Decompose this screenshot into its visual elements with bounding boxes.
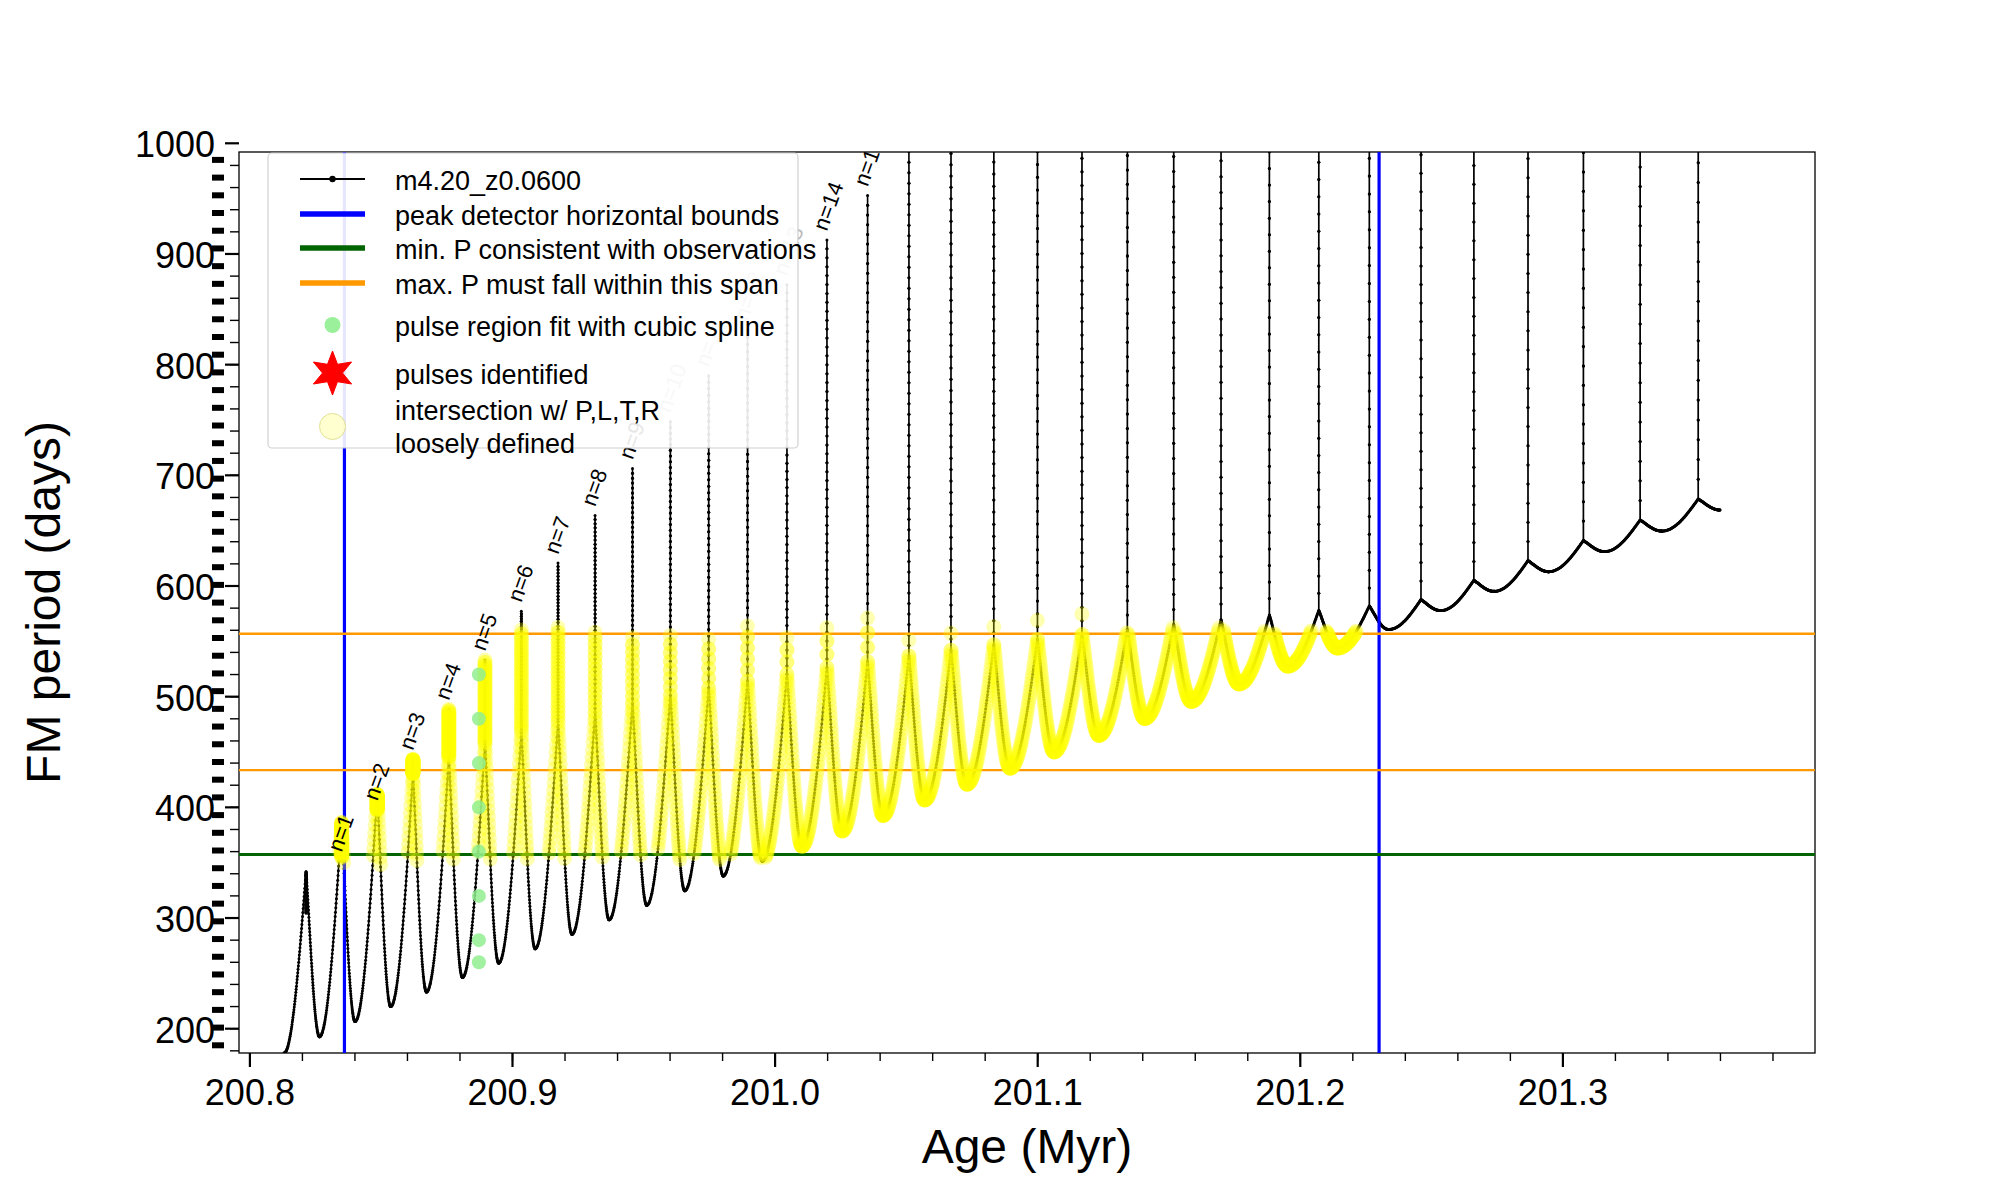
- svg-text:200.8: 200.8: [205, 1072, 295, 1113]
- svg-text:max. P must fall within this s: max. P must fall within this span: [395, 270, 779, 300]
- svg-text:400: 400: [155, 788, 215, 829]
- svg-text:Age (Myr): Age (Myr): [922, 1120, 1133, 1173]
- svg-text:800: 800: [155, 346, 215, 387]
- svg-text:500: 500: [155, 678, 215, 719]
- svg-text:loosely defined: loosely defined: [395, 429, 575, 459]
- svg-text:300: 300: [155, 899, 215, 940]
- svg-text:1000: 1000: [135, 124, 215, 165]
- svg-text:201.0: 201.0: [730, 1072, 820, 1113]
- svg-text:m4.20_z0.0600: m4.20_z0.0600: [395, 166, 581, 196]
- svg-text:FM period (days): FM period (days): [17, 421, 70, 784]
- svg-text:pulses identified: pulses identified: [395, 360, 589, 390]
- svg-text:min. P consistent with observa: min. P consistent with observations: [395, 235, 816, 265]
- svg-text:intersection w/ P,L,T,R: intersection w/ P,L,T,R: [395, 396, 660, 426]
- svg-text:peak detector horizontal bound: peak detector horizontal bounds: [395, 201, 779, 231]
- svg-text:pulse region fit with cubic sp: pulse region fit with cubic spline: [395, 312, 775, 342]
- svg-text:200: 200: [155, 1010, 215, 1051]
- svg-text:201.1: 201.1: [993, 1072, 1083, 1113]
- svg-text:700: 700: [155, 456, 215, 497]
- svg-text:201.2: 201.2: [1255, 1072, 1345, 1113]
- svg-text:201.3: 201.3: [1518, 1072, 1608, 1113]
- svg-text:900: 900: [155, 235, 215, 276]
- svg-text:200.9: 200.9: [467, 1072, 557, 1113]
- svg-text:600: 600: [155, 567, 215, 608]
